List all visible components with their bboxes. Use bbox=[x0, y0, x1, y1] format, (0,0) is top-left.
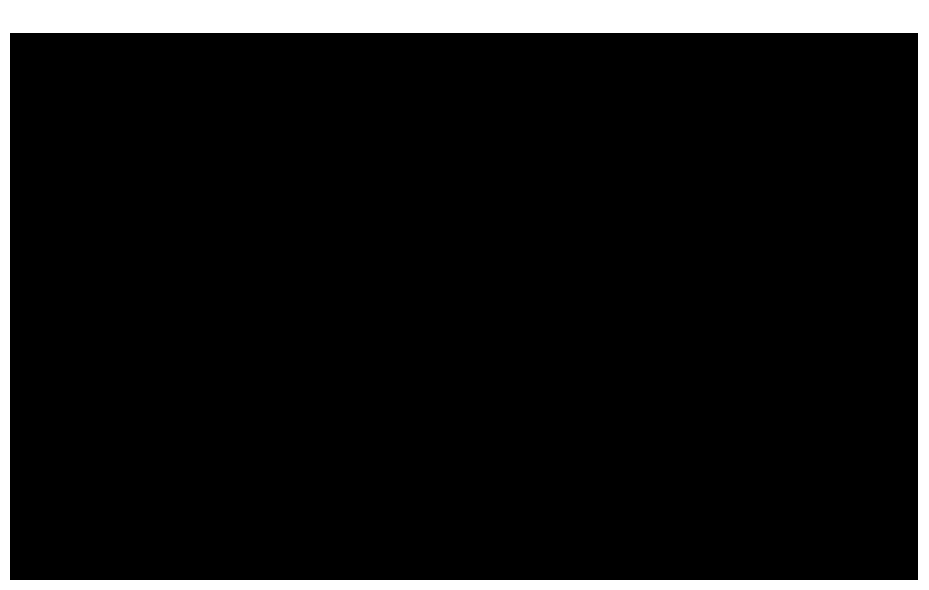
word-cloud bbox=[10, 33, 918, 580]
